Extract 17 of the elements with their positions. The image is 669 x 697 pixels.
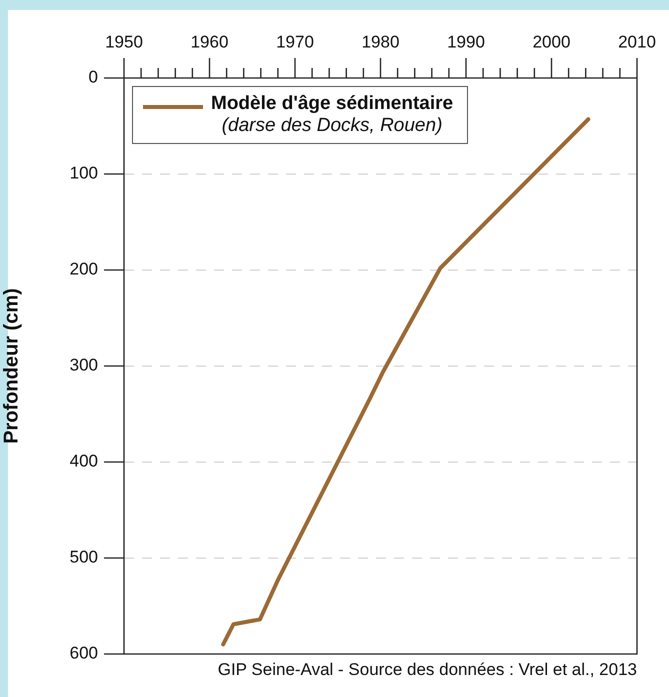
y-tick-label: 400 xyxy=(70,452,98,471)
y-axis-title: Profondeur (cm) xyxy=(0,288,23,444)
y-tick-label: 300 xyxy=(70,356,98,375)
y-tick-label: 600 xyxy=(70,644,98,663)
y-tick-label: 100 xyxy=(70,164,98,183)
y-tick-label: 500 xyxy=(70,548,98,567)
x-tick-label: 1970 xyxy=(276,32,314,52)
x-tick-label: 2000 xyxy=(532,32,570,52)
x-tick-label: 1960 xyxy=(190,32,228,52)
x-tick-label: 1950 xyxy=(105,32,143,52)
y-tick-label: 0 xyxy=(88,68,98,87)
text: GIP Seine-Aval - Source des données : Vrel et al., 2013 xyxy=(218,660,637,680)
y-tick-label: 200 xyxy=(70,260,98,279)
x-tick-label: 1990 xyxy=(447,32,485,52)
x-tick-label: 1980 xyxy=(362,32,400,52)
x-tick-label: 2010 xyxy=(618,32,656,52)
legend-label: Modèle d'âge sédimentaire (darse des Docks, Rouen) xyxy=(211,93,454,137)
